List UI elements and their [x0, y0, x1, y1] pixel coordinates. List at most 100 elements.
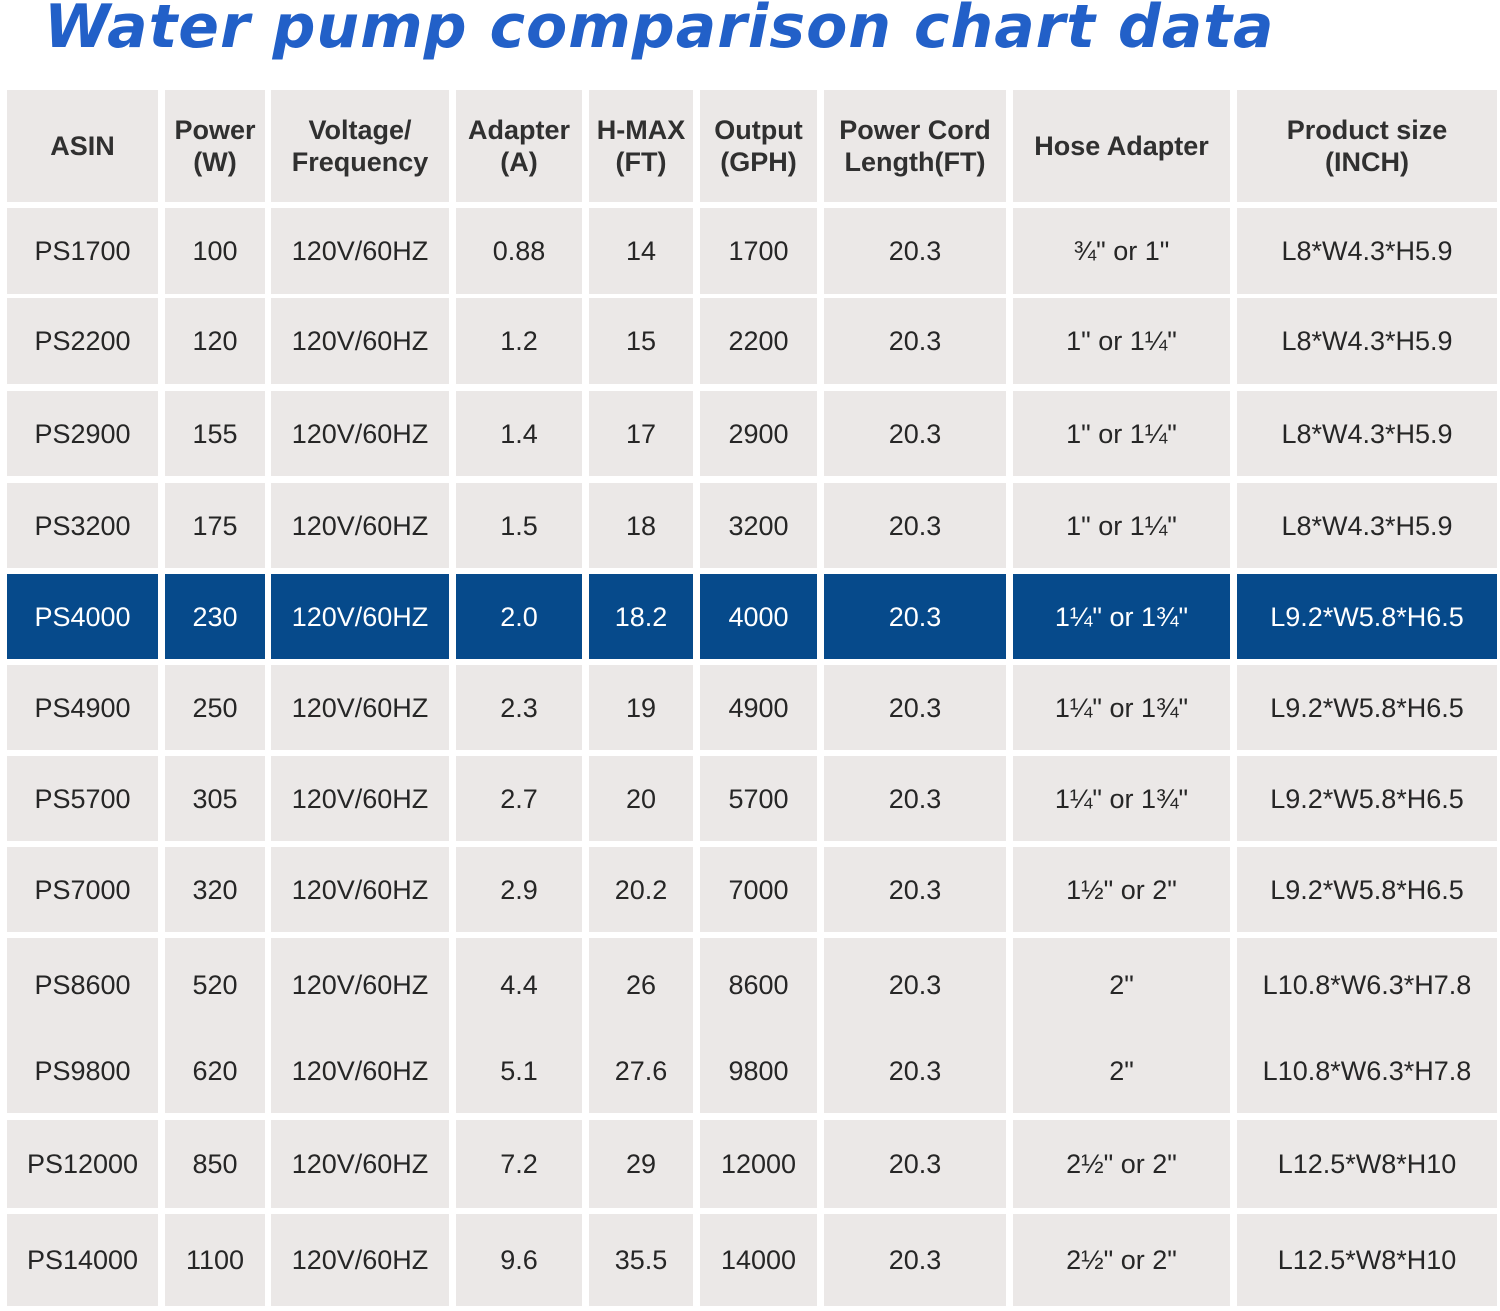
cell-text: 3200 — [728, 510, 789, 541]
cell-adapter: 1.4 — [456, 391, 582, 476]
cell-text: 20.3 — [888, 1245, 942, 1275]
cell-text: Hose Adapter — [1034, 131, 1209, 161]
cell-text: 18 — [625, 510, 657, 541]
cell-asin: PS12000 — [7, 1120, 158, 1208]
cell-hmax: 35.5 — [589, 1214, 693, 1306]
cell-text: PS5700 — [34, 783, 131, 814]
cell-voltage: 120V/60HZ — [271, 574, 449, 659]
cell-text: 7.2 — [500, 1149, 538, 1179]
cell-power: 250 — [165, 665, 265, 750]
cell-text: 1" or 1¼" — [1066, 510, 1177, 541]
cell-text: 14000 — [720, 1245, 797, 1275]
cell-power: 230 — [165, 574, 265, 659]
cell-text: 620 — [192, 1055, 238, 1086]
cell-asin: PS14000 — [7, 1214, 158, 1306]
cell-power: 520 — [165, 938, 265, 1032]
cell-text: 20.3 — [888, 418, 942, 449]
cell-cord-length: 20.3 — [824, 298, 1006, 384]
cell-adapter: 2.9 — [456, 847, 582, 932]
cell-text: 175 — [192, 510, 238, 541]
cell-hmax: 19 — [589, 665, 693, 750]
cell-text: 1.4 — [500, 418, 538, 449]
cell-text: 120V/60HZ — [291, 1245, 429, 1275]
cell-text: PS2900 — [34, 418, 131, 449]
cell-text: 1.2 — [500, 326, 538, 356]
cell-text: 2900 — [728, 418, 789, 449]
cell-text: 27.6 — [614, 1055, 668, 1086]
cell-text: 20.3 — [888, 692, 942, 723]
cell-asin: PS2200 — [7, 298, 158, 384]
cell-text: 20.3 — [888, 510, 942, 541]
cell-text: 8600 — [728, 970, 789, 1000]
cell-text: 120V/60HZ — [291, 1149, 429, 1179]
cell-adapter: 5.1 — [456, 1028, 582, 1113]
cell-voltage: 120V/60HZ — [271, 1120, 449, 1208]
cell-adapter: 1.5 — [456, 483, 582, 568]
cell-hmax: 18 — [589, 483, 693, 568]
page-title: Water pump comparison chart data — [44, 0, 1275, 62]
cell-adapter: 4.4 — [456, 938, 582, 1032]
cell-text: 18.2 — [614, 601, 668, 632]
cell-text: 1" or 1¼" — [1066, 418, 1177, 449]
cell-voltage: 120V/60HZ — [271, 847, 449, 932]
cell-text: 17 — [625, 418, 657, 449]
cell-text: 14 — [625, 236, 657, 266]
cell-text: 1¼" or 1¾" — [1054, 601, 1189, 632]
cell-cord-length: 20.3 — [824, 1028, 1006, 1113]
cell-hose-adapter: 1" or 1¼" — [1013, 483, 1230, 568]
cell-text: L9.2*W5.8*H6.5 — [1270, 601, 1464, 632]
cell-text: 0.88 — [492, 236, 546, 266]
cell-text: Adapter (A) — [467, 115, 570, 177]
cell-voltage: 120V/60HZ — [271, 756, 449, 841]
cell-output: 2200 — [700, 298, 817, 384]
cell-cord-length: 20.3 — [824, 938, 1006, 1032]
cell-hose-adapter: 2½" or 2" — [1013, 1120, 1230, 1208]
cell-voltage: 120V/60HZ — [271, 665, 449, 750]
cell-cord-length: 20.3 — [824, 1214, 1006, 1306]
cell-text: 155 — [192, 418, 238, 449]
cell-text: 120V/60HZ — [291, 783, 429, 814]
cell-text: Output (GPH) — [714, 115, 803, 177]
cell-text: 20.3 — [888, 783, 942, 814]
cell-text: 9.6 — [500, 1245, 538, 1275]
cell-output: 8600 — [700, 938, 817, 1032]
cell-text: 20.3 — [888, 601, 942, 632]
cell-hose-adapter: 1½" or 2" — [1013, 847, 1230, 932]
cell-hmax: 29 — [589, 1120, 693, 1208]
cell-text: PS4900 — [34, 692, 131, 723]
cell-asin: PS7000 — [7, 847, 158, 932]
cell-output: 9800 — [700, 1028, 817, 1113]
cell-text: Power (W) — [174, 115, 256, 177]
cell-product-size: L8*W4.3*H5.9 — [1237, 208, 1497, 294]
cell-product-size: L8*W4.3*H5.9 — [1237, 298, 1497, 384]
cell-cord-length: 20.3 — [824, 574, 1006, 659]
cell-text: 20.3 — [888, 1149, 942, 1179]
cell-text: 1700 — [728, 236, 789, 266]
cell-voltage: 120V/60HZ — [271, 1028, 449, 1113]
cell-text: 120V/60HZ — [291, 692, 429, 723]
header-cell-adapter: Adapter (A) — [456, 90, 582, 202]
cell-text: L10.8*W6.3*H7.8 — [1262, 970, 1472, 1000]
cell-text: 2.0 — [500, 601, 538, 632]
cell-adapter: 9.6 — [456, 1214, 582, 1306]
cell-asin: PS5700 — [7, 756, 158, 841]
cell-text: 1¼" or 1¾" — [1054, 783, 1189, 814]
cell-text: H-MAX (FT) — [596, 115, 686, 177]
cell-text: 20 — [625, 783, 657, 814]
cell-hose-adapter: 1¼" or 1¾" — [1013, 574, 1230, 659]
cell-asin: PS8600 — [7, 938, 158, 1032]
cell-text: 4000 — [728, 601, 789, 632]
cell-text: 1" or 1¼" — [1066, 326, 1177, 356]
cell-power: 175 — [165, 483, 265, 568]
cell-text: 4.4 — [500, 970, 538, 1000]
cell-text: 20.3 — [888, 874, 942, 905]
cell-text: 2" — [1109, 970, 1134, 1000]
header-cell-asin: ASIN — [7, 90, 158, 202]
cell-cord-length: 20.3 — [824, 756, 1006, 841]
cell-text: 100 — [192, 236, 238, 266]
cell-hmax: 15 — [589, 298, 693, 384]
cell-voltage: 120V/60HZ — [271, 298, 449, 384]
cell-text: L12.5*W8*H10 — [1277, 1245, 1457, 1275]
cell-text: 120V/60HZ — [291, 874, 429, 905]
cell-text: PS14000 — [26, 1245, 139, 1275]
